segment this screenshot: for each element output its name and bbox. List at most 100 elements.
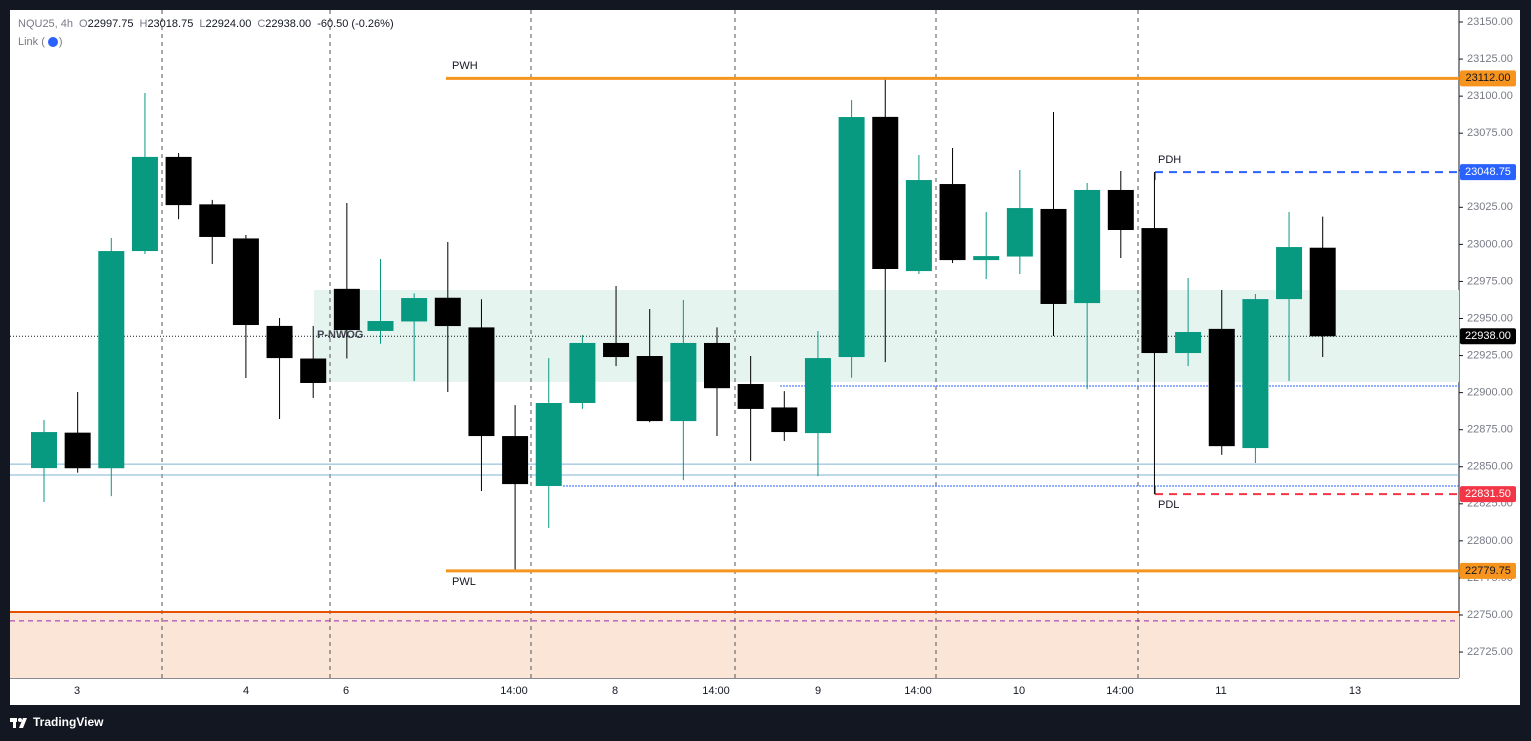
y-tick-label: 22925.00 [1467, 349, 1513, 361]
y-tick-label: 22875.00 [1467, 424, 1513, 436]
y-tick-label: 23075.00 [1467, 127, 1513, 139]
level-label: PDL [1158, 499, 1179, 511]
legend-change: -60.50 (-0.26%) [317, 18, 393, 30]
price-tag-label: 22831.50 [1465, 488, 1511, 500]
y-tick-label: 23125.00 [1467, 53, 1513, 65]
x-tick-label: 4 [243, 685, 249, 697]
x-tick-label: 3 [74, 685, 80, 697]
candle-body [401, 298, 428, 322]
price-tag-label: 23112.00 [1465, 72, 1510, 84]
candle-body [973, 256, 1000, 261]
x-tick-label: 13 [1349, 685, 1361, 697]
candle-body [636, 356, 663, 422]
x-tick-label: 14:00 [1106, 685, 1134, 697]
candle-body [1276, 247, 1303, 300]
x-tick-label: 14:00 [702, 685, 730, 697]
candle-body [98, 251, 125, 469]
candle-body [737, 384, 764, 409]
candle-body [165, 156, 192, 206]
y-tick-label: 22850.00 [1467, 461, 1513, 473]
y-tick-label: 23100.00 [1467, 90, 1513, 102]
legend-key: O [79, 18, 88, 30]
link: Link () [18, 36, 63, 48]
level-label: PWH [452, 60, 478, 72]
candle-body [266, 325, 293, 359]
legend-key: H [139, 18, 147, 30]
brand: TradingView [33, 715, 104, 729]
price-tag [1460, 562, 1516, 579]
legend-key: L [199, 18, 205, 30]
candle-body [199, 204, 226, 237]
price-tag [1460, 486, 1516, 503]
price-tag-label: 22938.00 [1465, 330, 1511, 342]
legend-value: 22924.00 [205, 18, 251, 30]
candle-body [64, 432, 91, 469]
x-tick-label: 11 [1215, 685, 1226, 697]
y-tick-label: 23025.00 [1467, 201, 1513, 213]
candle-body [1006, 208, 1033, 257]
candle-body [838, 117, 865, 358]
zone-label: P-NWOG [317, 329, 363, 341]
price-tag-label: 22779.75 [1465, 565, 1511, 577]
candle-body [232, 238, 259, 326]
price-tag [1460, 70, 1516, 87]
level-label: PWL [452, 576, 476, 588]
legend-value: 22997.75 [88, 18, 134, 30]
x-tick-label: 8 [612, 685, 618, 697]
y-tick-label: 22975.00 [1467, 275, 1513, 287]
level-label: PDH [1158, 154, 1181, 166]
candle-body [434, 297, 461, 327]
y-tick-label: 22900.00 [1467, 387, 1513, 399]
x-tick-label: 10 [1013, 685, 1025, 697]
candle-body [131, 156, 158, 252]
candle-body [1242, 299, 1269, 449]
candle-body [872, 116, 899, 269]
candle-body [1074, 189, 1101, 304]
legend-value: 23018.75 [147, 18, 193, 30]
y-tick-label: 23000.00 [1467, 238, 1513, 250]
link-label: Link ( [18, 36, 45, 48]
candle-body [468, 327, 495, 437]
legend-value: 22938.00 [265, 18, 311, 30]
candle-body [603, 342, 630, 358]
x-tick-label: 14:00 [500, 685, 528, 697]
candle-body [905, 180, 932, 272]
candle-body [1040, 208, 1067, 304]
candle-body [1141, 228, 1168, 354]
y-tick-label: 22800.00 [1467, 535, 1513, 547]
x-tick-label: 9 [815, 685, 821, 697]
candle-body [502, 436, 529, 485]
candle-body [1208, 328, 1235, 447]
price-tag [1460, 328, 1516, 345]
legend-key: NQU25, 4h [18, 18, 73, 30]
candle-body [939, 184, 966, 261]
y-tick-label: 23150.00 [1467, 16, 1513, 28]
candle-body [804, 358, 831, 434]
link-dot [48, 37, 58, 47]
y-tick-label: 22725.00 [1467, 646, 1513, 658]
candle-body [1309, 247, 1336, 337]
candle-body [771, 407, 798, 433]
candle-body [300, 358, 327, 383]
candle-body [31, 432, 57, 469]
logo [10, 718, 27, 728]
candle-body [367, 321, 394, 331]
y-tick-label: 22950.00 [1467, 312, 1513, 324]
candle-body [333, 288, 360, 331]
legend: NQU25, 4h O22997.75 H23018.75 L22924.00 C229… [18, 18, 394, 30]
link-label: ) [59, 36, 63, 48]
candle-body [1107, 189, 1134, 230]
price-tag-label: 23048.75 [1465, 166, 1511, 178]
x-tick-label: 6 [343, 685, 349, 697]
candle-body [1175, 331, 1202, 354]
candle-body [670, 342, 697, 422]
x-tick-label: 14:00 [904, 685, 932, 697]
candle-body [535, 403, 562, 487]
candle-body [569, 342, 596, 404]
y-tick-label: 22750.00 [1467, 609, 1513, 621]
price-tag [1460, 164, 1516, 181]
legend-key: C [257, 18, 265, 30]
candle-body [704, 342, 730, 389]
